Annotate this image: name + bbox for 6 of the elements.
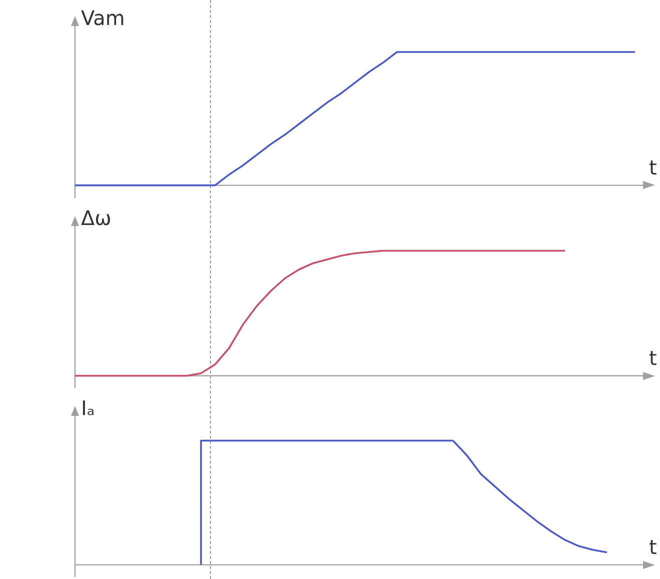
y-axis-title: Vam xyxy=(81,6,125,30)
y-axis-title: Iₐ xyxy=(81,396,95,420)
x-axis-title: t xyxy=(649,534,657,559)
x-axis-title: t xyxy=(649,156,657,180)
y-axis-title: Δω xyxy=(81,206,112,230)
x-axis-title: t xyxy=(649,346,657,370)
